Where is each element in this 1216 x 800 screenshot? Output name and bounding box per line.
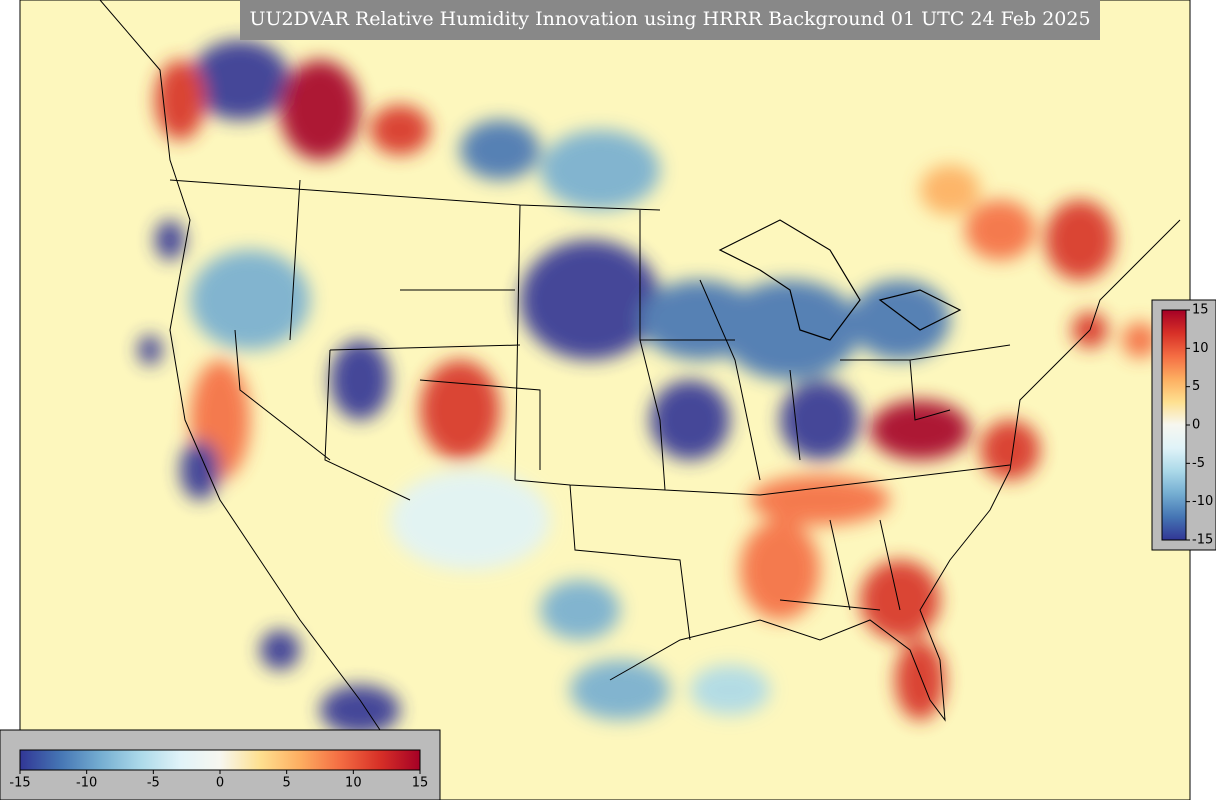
colorbar [19, 749, 421, 771]
colorbar-tick-label: 10 [1192, 341, 1209, 356]
colorbar-tick-label: -10 [1192, 494, 1213, 509]
colorbars: -15 -10 -5 0 5 10 15 -15 -10 -5 0 5 10 15 [9, 303, 1213, 791]
colorbar-tick-label: -15 [9, 776, 30, 791]
map-title: UU2DVAR Relative Humidity Innovation usi… [249, 8, 1090, 30]
colorbar-tick-label: -15 [1192, 533, 1213, 548]
colorbar-tick-label: 15 [1192, 303, 1209, 318]
colorbar-tick-label: -5 [1192, 456, 1205, 471]
map-field [20, 0, 1190, 800]
colorbar-tick-label: 15 [412, 776, 429, 791]
colorbar [1161, 309, 1187, 541]
colorbar-tick-label: 0 [1192, 418, 1200, 433]
colorbar-tick-label: 5 [1192, 379, 1200, 394]
colorbar-tick-label: 0 [216, 776, 224, 791]
colorbar-tick-label: -10 [76, 776, 97, 791]
colorbar-tick-label: -5 [147, 776, 160, 791]
colorbar-tick-label: 5 [283, 776, 291, 791]
colorbar-tick-label: 10 [345, 776, 362, 791]
title-box [240, 0, 1100, 40]
